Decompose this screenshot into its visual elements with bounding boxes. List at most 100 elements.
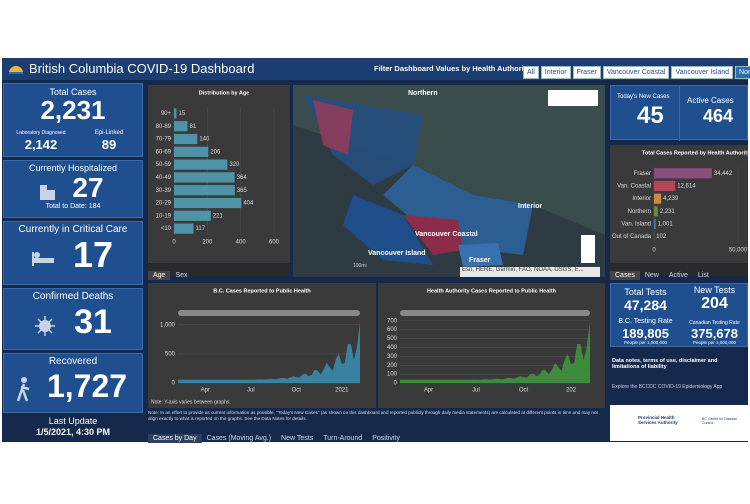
x-tick-label: 2021 (335, 388, 349, 394)
bar (654, 193, 662, 204)
y-tick-label: 1,000 (160, 322, 176, 328)
map-shapes (293, 85, 605, 267)
value-label: 117 (196, 226, 206, 232)
logo-text: BC Centre for Disease Control (702, 417, 738, 425)
slider (178, 310, 360, 316)
icon (35, 316, 55, 336)
tab[interactable]: Active (668, 272, 688, 279)
category-label: 10-19 (156, 213, 172, 219)
zoom-controls[interactable] (581, 235, 595, 263)
label: Last Update (48, 416, 98, 426)
label: New Tests (693, 285, 736, 295)
filter-button[interactable]: All (523, 66, 539, 79)
region-label: Vancouver Coastal (415, 231, 478, 238)
bar (654, 206, 658, 217)
chart-title: Health Authority Cases Reported to Publi… (427, 288, 557, 294)
category-label: 80-89 (156, 124, 172, 130)
region-label: Vancouver Island (368, 250, 426, 257)
value-label: 34,442 (714, 171, 733, 177)
map-tools[interactable] (548, 90, 598, 106)
active-value: 464 (703, 106, 734, 126)
bottom-tabs: Cases by Day Cases (Moving Avg.) New Tests… (148, 427, 605, 444)
x-tick-label: Oct (292, 388, 302, 394)
filter-label: Filter Dashboard Values by Health Author… (374, 64, 533, 73)
tab[interactable]: New (644, 272, 659, 279)
attribution: Esri, HERE, Garmin, FAO, NOAA, USGS, E..… (460, 267, 600, 277)
y-tick-label: 700 (387, 318, 398, 324)
age-chart-panel: Distribution by Age 0 200 400 600 90+ 15 80-89 8… (148, 85, 290, 263)
tab[interactable]: Positivity (372, 435, 400, 442)
tab[interactable]: New Tests (281, 435, 314, 442)
recovered: Recovered 1,727 (3, 353, 143, 413)
footnote: Note: In an effort to provide as current… (148, 410, 598, 421)
x-tick-label: 600 (269, 240, 280, 246)
filter-button[interactable]: Interior (540, 66, 571, 79)
total: Total to Date: 184 (45, 203, 101, 210)
region-label: Fraser (469, 257, 491, 264)
header: British Columbia COVID-19 Dashboard Filt… (2, 58, 750, 80)
ha-tabs: Cases New Active List (610, 264, 748, 280)
scale: 100mi (353, 263, 367, 269)
logos: Provincial Health Services Authority BC … (610, 405, 748, 441)
explore-link[interactable]: Explore the BCCDC COVID-19 Epidemiology … (612, 384, 723, 390)
bar (654, 168, 712, 179)
label: Currently in Critical Care (18, 224, 128, 235)
ha-chart-panel: Total Cases Reported by Health Authority… (610, 145, 750, 263)
notes-link[interactable]: Data notes, terms of use, disclaimer and… (612, 358, 718, 370)
last-update: Last Update 1/5/2021, 4:30 PM (3, 416, 143, 442)
icon (16, 377, 30, 402)
category-label: 40-49 (156, 175, 172, 181)
new-label: Today's New Cases (617, 94, 670, 100)
y-tick-label: 0 (172, 381, 176, 387)
filter-button[interactable]: Vancouver Coastal (602, 66, 670, 79)
category-label: Interior (632, 196, 651, 202)
label: Canadian Testing Rate (689, 320, 740, 326)
tab[interactable]: Turn-Around (323, 435, 363, 442)
y-tick-label: 400 (387, 345, 398, 351)
bar (174, 210, 211, 221)
category-label: Out of Canada (612, 234, 652, 240)
chart-title: B.C. Cases Reported to Public Health (213, 288, 311, 294)
x-tick-label: 202 (566, 388, 577, 394)
tab[interactable]: Cases (610, 271, 640, 280)
bar (174, 133, 198, 145)
category-label: <10 (161, 226, 172, 232)
bar (174, 197, 242, 209)
epi-label: Epi-Linked (94, 130, 124, 136)
bar (174, 223, 194, 234)
y-tick-label: 600 (387, 327, 398, 333)
filter-button[interactable]: Fraser (572, 66, 601, 79)
tab[interactable]: Cases by Day (148, 434, 202, 444)
category-label: Fraser (634, 171, 651, 177)
age-chart: Distribution by Age 0 200 400 600 90+ 15 80-89 8… (156, 90, 280, 246)
tab[interactable]: Age (148, 271, 171, 280)
x-tick-label: Oct (519, 388, 529, 394)
value: 375,678 (691, 326, 738, 341)
y-tick-label: 300 (387, 354, 398, 360)
tab[interactable]: List (697, 272, 709, 279)
value: 17 (72, 234, 114, 275)
new-value: 45 (637, 102, 664, 129)
ha-cases-chart: Health Authority Cases Reported to Publi… (387, 288, 590, 394)
note: Note: Y-axis varies between graphs. (151, 399, 231, 405)
value-label: 404 (243, 201, 254, 207)
trend-shape (178, 322, 360, 383)
tab[interactable]: Cases (Moving Avg.) (206, 435, 272, 442)
deaths: Confirmed Deaths 31 (3, 288, 143, 350)
age-tabs: Age Sex (148, 264, 290, 280)
unit: People per 1,000,000 (692, 340, 737, 345)
value: 204 (701, 295, 728, 312)
category-label: Van. Coastal (617, 184, 651, 190)
x-tick-label: 0 (172, 240, 176, 246)
filter-button[interactable]: Northern (735, 66, 750, 79)
category-label: Van. Island (621, 222, 651, 228)
bar (654, 180, 676, 192)
value-label: 102 (656, 234, 667, 240)
tab[interactable]: Sex (175, 272, 188, 279)
map: Northern Interior Vancouver Coastal Vanc… (293, 85, 605, 277)
filters: All Interior Fraser Vancouver Coastal Vancou… (521, 61, 750, 79)
filter-button[interactable]: Vancouver Island (671, 66, 734, 79)
category-label: Northern (628, 209, 651, 215)
label: Total Tests (624, 287, 667, 297)
